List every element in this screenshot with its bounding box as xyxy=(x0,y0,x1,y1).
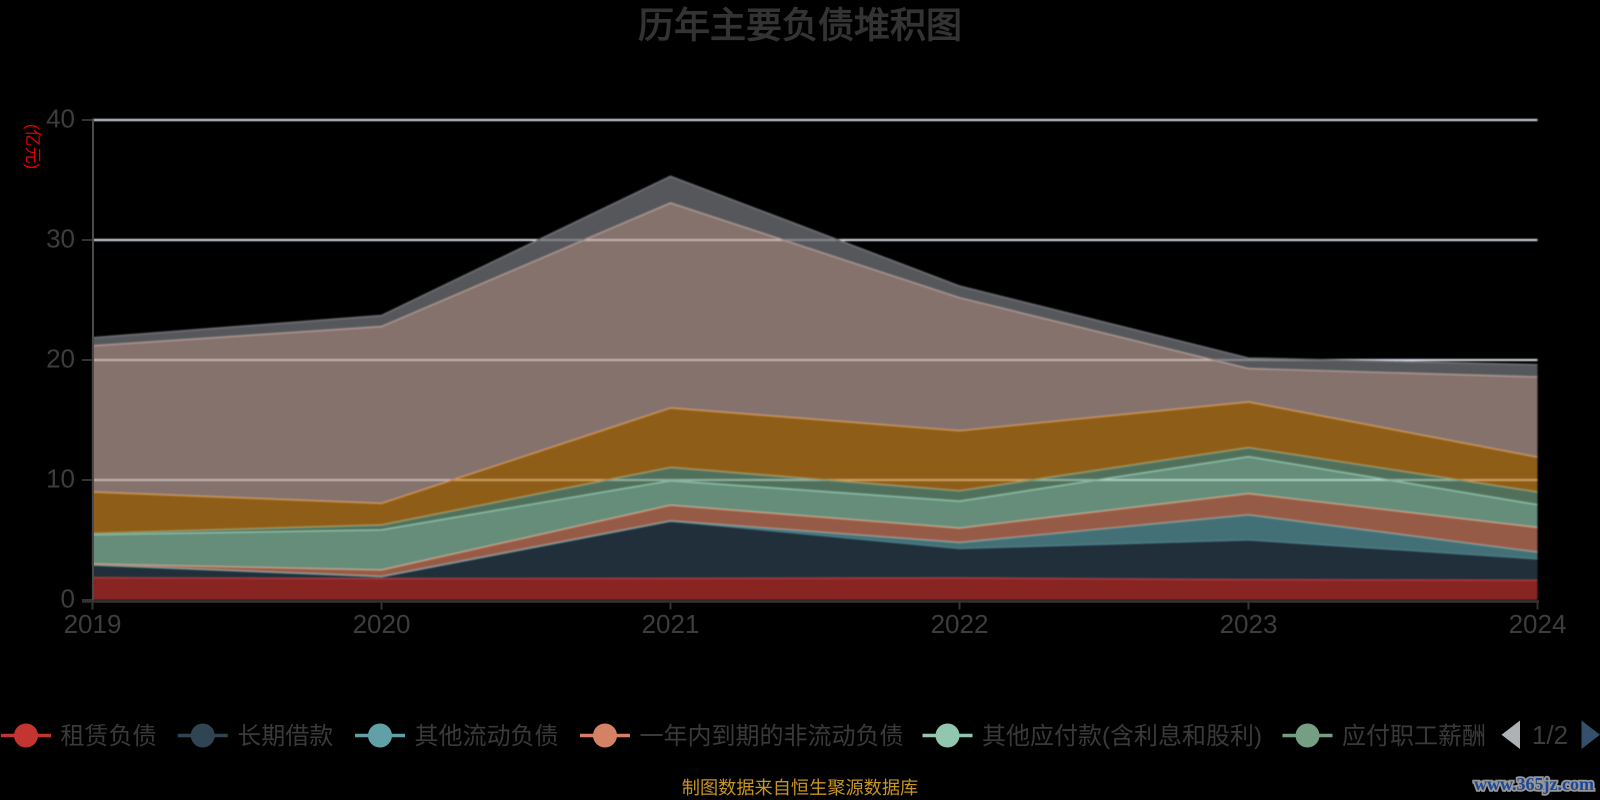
svg-text:(亿元): (亿元) xyxy=(23,124,42,169)
svg-text:历年主要负债堆积图: 历年主要负债堆积图 xyxy=(638,5,962,46)
svg-text:应付职工薪酬: 应付职工薪酬 xyxy=(1342,723,1486,750)
svg-text:40: 40 xyxy=(46,104,75,134)
svg-text:www.365jz.com: www.365jz.com xyxy=(1474,774,1594,794)
svg-text:20: 20 xyxy=(46,344,75,374)
svg-text:其他流动负债: 其他流动负债 xyxy=(415,723,559,750)
svg-text:2022: 2022 xyxy=(931,609,989,639)
svg-text:2021: 2021 xyxy=(642,609,700,639)
svg-text:长期借款: 长期借款 xyxy=(237,723,333,750)
svg-text:2023: 2023 xyxy=(1220,609,1278,639)
svg-text:制图数据来自恒生聚源数据库: 制图数据来自恒生聚源数据库 xyxy=(682,778,918,798)
svg-text:其他应付款(含利息和股利): 其他应付款(含利息和股利) xyxy=(982,723,1262,750)
svg-text:2019: 2019 xyxy=(64,609,122,639)
svg-text:2020: 2020 xyxy=(353,609,411,639)
svg-text:1/2: 1/2 xyxy=(1532,720,1568,750)
svg-text:0: 0 xyxy=(61,584,75,614)
svg-text:租赁负债: 租赁负债 xyxy=(61,723,157,750)
svg-text:10: 10 xyxy=(46,464,75,494)
svg-text:一年内到期的非流动负债: 一年内到期的非流动负债 xyxy=(640,723,904,750)
svg-text:2024: 2024 xyxy=(1509,609,1567,639)
svg-text:30: 30 xyxy=(46,224,75,254)
